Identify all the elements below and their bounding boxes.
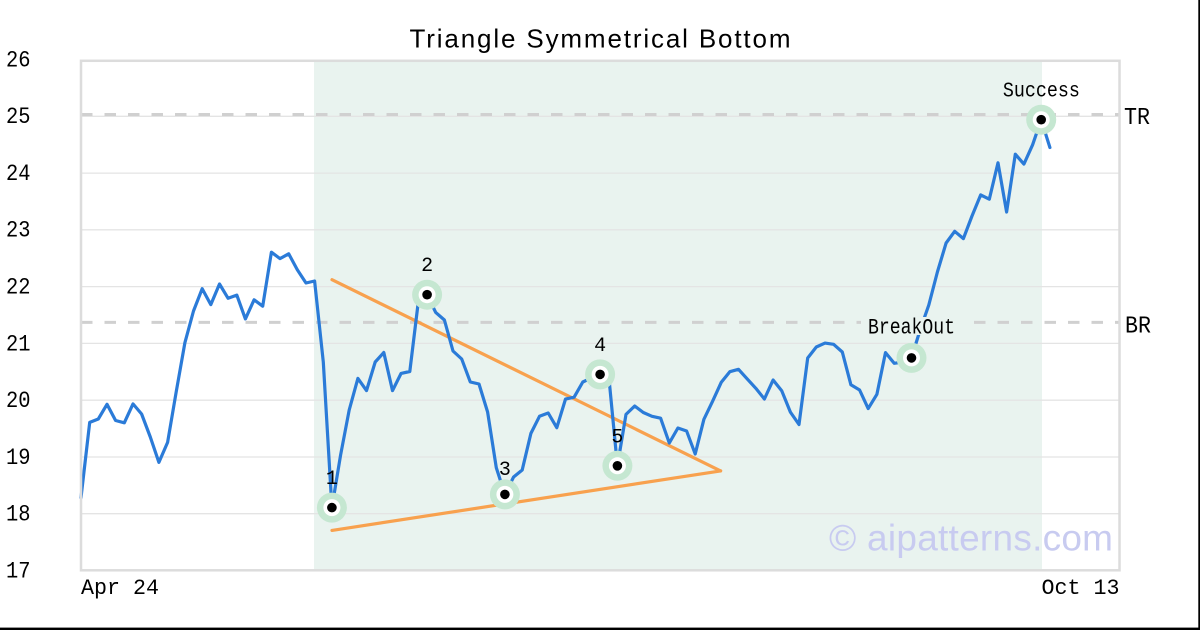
svg-text:25: 25 (6, 104, 31, 130)
svg-text:19: 19 (6, 445, 31, 471)
svg-text:22: 22 (6, 275, 31, 301)
svg-text:17: 17 (6, 558, 31, 584)
svg-text:TR: TR (1124, 105, 1150, 132)
svg-text:26: 26 (6, 47, 31, 73)
svg-text:Success: Success (1003, 81, 1080, 104)
svg-text:© aipatterns.com: © aipatterns.com (829, 518, 1113, 559)
svg-text:1: 1 (326, 468, 338, 491)
svg-text:Oct 13: Oct 13 (1042, 576, 1120, 601)
svg-text:20: 20 (6, 388, 31, 414)
svg-text:Apr 24: Apr 24 (81, 576, 159, 601)
svg-text:5: 5 (611, 426, 623, 449)
svg-text:4: 4 (594, 335, 606, 358)
svg-text:23: 23 (6, 218, 31, 244)
svg-text:18: 18 (6, 502, 31, 528)
svg-text:2: 2 (421, 255, 433, 278)
svg-text:BR: BR (1125, 314, 1151, 341)
svg-text:Triangle Symmetrical Bottom: Triangle Symmetrical Bottom (410, 24, 791, 54)
svg-text:BreakOut: BreakOut (868, 316, 955, 341)
svg-text:3: 3 (499, 459, 511, 482)
svg-text:21: 21 (6, 331, 31, 357)
svg-text:24: 24 (6, 161, 31, 187)
